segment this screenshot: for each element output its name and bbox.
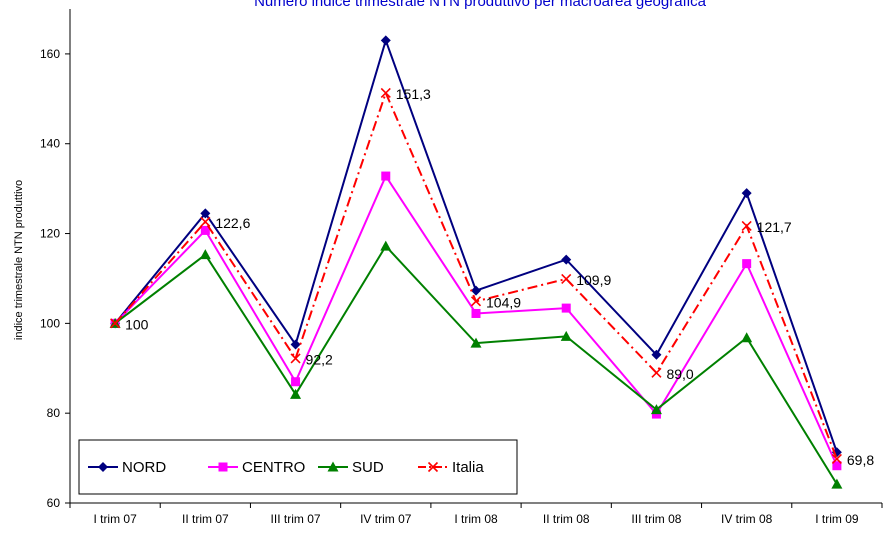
data-point xyxy=(290,353,301,364)
data-point xyxy=(470,296,482,307)
x-tick-label: I trim 07 xyxy=(93,512,137,526)
data-point xyxy=(290,388,302,399)
x-tick-label: IV trim 07 xyxy=(360,512,412,526)
data-point xyxy=(381,171,391,181)
legend-label: NORD xyxy=(122,459,166,476)
data-point xyxy=(742,259,752,269)
data-label: 151,3 xyxy=(396,86,431,102)
x-tick-label: II trim 07 xyxy=(182,512,229,526)
data-point xyxy=(291,377,301,387)
legend-label: Italia xyxy=(452,459,484,476)
legend-label: SUD xyxy=(352,459,384,476)
data-label: 104,9 xyxy=(486,294,521,310)
legend-entry: CENTRO xyxy=(208,459,305,476)
legend-entry: Italia xyxy=(418,459,484,476)
data-point xyxy=(651,349,662,360)
data-point xyxy=(741,332,753,343)
data-point xyxy=(470,337,482,348)
legend-marker xyxy=(327,461,339,472)
chart-title: Numero indice trimestrale NTN produttivo… xyxy=(254,0,707,10)
data-point xyxy=(471,285,481,296)
legend-marker xyxy=(427,461,439,473)
series-sud xyxy=(109,240,843,489)
x-tick-label: I trim 09 xyxy=(815,512,859,526)
data-point xyxy=(380,87,391,99)
data-point xyxy=(832,461,842,471)
legend-marker xyxy=(218,462,228,472)
data-label: 89,0 xyxy=(666,366,693,382)
y-tick-label: 160 xyxy=(40,47,60,61)
data-point xyxy=(831,478,843,489)
data-point xyxy=(650,404,662,415)
data-label: 100 xyxy=(125,316,149,332)
data-label: 109,9 xyxy=(576,272,611,288)
data-point xyxy=(471,308,481,318)
series-nord xyxy=(110,35,842,458)
data-point xyxy=(290,339,301,350)
data-point xyxy=(561,303,571,313)
x-tick-label: I trim 08 xyxy=(454,512,498,526)
legend xyxy=(78,439,518,495)
data-point xyxy=(199,249,211,260)
data-point xyxy=(561,273,572,284)
data-point xyxy=(380,35,391,46)
data-point xyxy=(200,208,211,219)
y-tick-label: 60 xyxy=(47,496,61,510)
y-tick-label: 100 xyxy=(40,316,60,330)
legend-entry: SUD xyxy=(318,459,384,476)
data-point xyxy=(110,318,121,329)
y-axis-label: indice trimestrale NTN produttivo xyxy=(13,180,25,340)
x-tick-label: II trim 08 xyxy=(543,512,590,526)
data-point xyxy=(651,367,662,378)
series-line xyxy=(114,37,838,453)
data-point xyxy=(741,188,752,199)
data-point xyxy=(561,254,572,265)
data-point xyxy=(741,220,752,231)
data-label: 69,8 xyxy=(847,452,874,468)
data-point xyxy=(200,225,210,235)
data-point xyxy=(831,453,842,465)
series-italia xyxy=(110,87,842,465)
legend-marker xyxy=(98,462,108,472)
data-label: 122,6 xyxy=(215,215,250,231)
data-label: 92,2 xyxy=(306,351,333,367)
legend-label: CENTRO xyxy=(242,459,305,476)
data-point xyxy=(560,330,572,341)
x-tick-label: III trim 07 xyxy=(271,512,321,526)
data-point xyxy=(380,240,392,251)
legend-entry: NORD xyxy=(88,459,166,476)
series-line xyxy=(114,90,838,460)
x-tick-label: III trim 08 xyxy=(631,512,681,526)
y-tick-label: 120 xyxy=(40,227,60,241)
y-tick-label: 140 xyxy=(40,137,60,151)
y-tick-label: 80 xyxy=(47,406,61,420)
x-tick-label: IV trim 08 xyxy=(721,512,773,526)
data-label: 121,7 xyxy=(757,219,792,235)
data-point xyxy=(200,216,211,227)
